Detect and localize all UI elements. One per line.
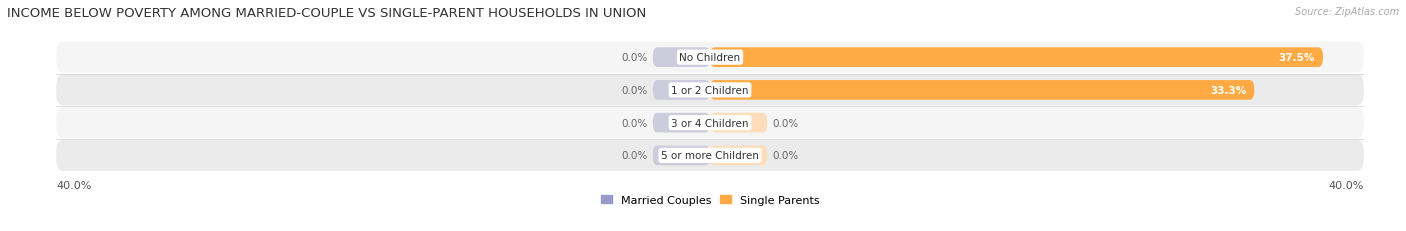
Text: 40.0%: 40.0% [1329, 180, 1364, 190]
FancyBboxPatch shape [652, 48, 710, 68]
FancyBboxPatch shape [710, 113, 768, 133]
FancyBboxPatch shape [56, 108, 1364, 139]
FancyBboxPatch shape [710, 146, 768, 165]
Text: 0.0%: 0.0% [621, 118, 648, 128]
FancyBboxPatch shape [652, 113, 710, 133]
Text: 0.0%: 0.0% [621, 85, 648, 95]
FancyBboxPatch shape [710, 81, 1254, 100]
Text: 33.3%: 33.3% [1211, 85, 1246, 95]
Text: 0.0%: 0.0% [772, 118, 799, 128]
Text: 1 or 2 Children: 1 or 2 Children [671, 85, 749, 95]
Text: 5 or more Children: 5 or more Children [661, 151, 759, 161]
Text: INCOME BELOW POVERTY AMONG MARRIED-COUPLE VS SINGLE-PARENT HOUSEHOLDS IN UNION: INCOME BELOW POVERTY AMONG MARRIED-COUPL… [7, 7, 647, 20]
FancyBboxPatch shape [56, 75, 1364, 106]
Legend: Married Couples, Single Parents: Married Couples, Single Parents [600, 195, 820, 205]
FancyBboxPatch shape [56, 140, 1364, 171]
Text: 3 or 4 Children: 3 or 4 Children [671, 118, 749, 128]
FancyBboxPatch shape [652, 146, 710, 165]
FancyBboxPatch shape [652, 81, 710, 100]
Text: 0.0%: 0.0% [621, 151, 648, 161]
Text: 40.0%: 40.0% [56, 180, 91, 190]
FancyBboxPatch shape [56, 43, 1364, 73]
Text: 37.5%: 37.5% [1278, 53, 1315, 63]
FancyBboxPatch shape [710, 48, 1323, 68]
Text: No Children: No Children [679, 53, 741, 63]
Text: Source: ZipAtlas.com: Source: ZipAtlas.com [1295, 7, 1399, 17]
Text: 0.0%: 0.0% [621, 53, 648, 63]
Text: 0.0%: 0.0% [772, 151, 799, 161]
